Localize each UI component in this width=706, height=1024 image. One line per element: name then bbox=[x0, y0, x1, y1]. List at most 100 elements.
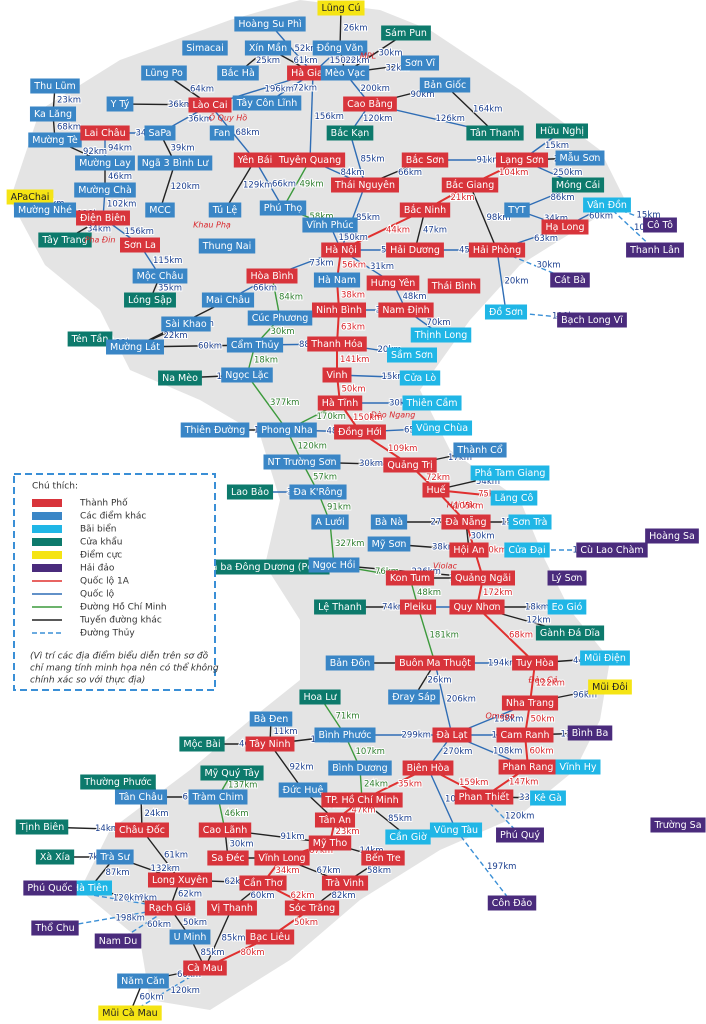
pass-label: Khau Phạ bbox=[193, 221, 231, 230]
distance-label: 132km bbox=[151, 864, 180, 874]
place-box bbox=[410, 327, 472, 343]
place: Tịnh Biên bbox=[15, 819, 69, 835]
place: Hoàng Sa bbox=[645, 528, 699, 544]
place: Thái Nguyên bbox=[331, 177, 399, 193]
place: Buôn Ma Thuột bbox=[395, 655, 475, 671]
legend-label: Cửa khẩu bbox=[80, 537, 123, 548]
place-box bbox=[247, 310, 313, 326]
distance-label: 120km bbox=[298, 442, 327, 452]
place-label: Quảng Trị bbox=[387, 460, 432, 471]
place-box bbox=[432, 727, 472, 743]
place: Lăng Cô bbox=[490, 490, 538, 506]
place-box bbox=[504, 202, 530, 218]
place: Thổ Chu bbox=[31, 920, 79, 936]
distance-label: 172km bbox=[483, 588, 512, 598]
place: Lào Cai bbox=[188, 97, 232, 113]
place-box bbox=[188, 789, 248, 805]
distance-label: 194km bbox=[488, 659, 517, 669]
place-box bbox=[302, 217, 358, 233]
distance-label: 22km bbox=[164, 331, 188, 341]
place: SaPa bbox=[144, 125, 176, 141]
place-box bbox=[583, 197, 631, 213]
place-box bbox=[427, 278, 481, 294]
place-label: Điện Biên bbox=[80, 213, 126, 224]
route bbox=[455, 829, 513, 904]
place-label: Bà Nà bbox=[375, 517, 403, 528]
place: Nam Định bbox=[378, 302, 434, 318]
place: Bà Đen bbox=[249, 711, 293, 727]
place-label: Mộc Bài bbox=[183, 739, 220, 750]
distance-label: 68km bbox=[236, 128, 260, 138]
legend-label: Thành Phố bbox=[79, 498, 128, 509]
place-box bbox=[38, 232, 92, 248]
place-label: Phong Nha bbox=[261, 425, 313, 436]
place-label: Châu Đốc bbox=[119, 825, 165, 836]
place-label: Đồng Hới bbox=[338, 427, 382, 438]
place: Sa Đéc bbox=[207, 850, 249, 866]
place: Cao Lãnh bbox=[198, 822, 252, 838]
place-box bbox=[311, 514, 349, 530]
pass-label: MPL bbox=[360, 52, 376, 61]
distance-label: 36km bbox=[168, 100, 192, 110]
place-box bbox=[449, 542, 489, 558]
distance-label: 120km bbox=[171, 986, 200, 996]
place-label: NT Trường Sơn bbox=[267, 457, 336, 468]
place-label: Lý Sơn bbox=[552, 573, 583, 584]
place: Tây Côn Lĩnh bbox=[232, 95, 302, 111]
place-label: Mai Châu bbox=[206, 295, 250, 306]
place-label: Bắc Ninh bbox=[404, 205, 446, 216]
distance-label: 23km bbox=[336, 827, 360, 837]
legend-swatch bbox=[32, 499, 62, 507]
place-label: Hải Phòng bbox=[473, 245, 521, 256]
place: Mộc Châu bbox=[132, 268, 188, 284]
place-label: Thiên Cầm bbox=[405, 398, 457, 409]
place: Bản Giốc bbox=[419, 77, 471, 93]
place-label: Bạc Liêu bbox=[250, 932, 290, 943]
distance-label: 102km bbox=[107, 200, 136, 210]
distance-label: 60km bbox=[530, 747, 554, 757]
place-box bbox=[80, 125, 130, 141]
place-box bbox=[402, 395, 462, 411]
place-box bbox=[321, 792, 403, 808]
place: Vũng Tàu bbox=[429, 822, 483, 838]
distance-label: 30km bbox=[537, 261, 561, 271]
place-label: Trường Sa bbox=[653, 820, 701, 831]
place-box bbox=[161, 316, 211, 332]
place-box bbox=[429, 822, 483, 838]
place-box bbox=[313, 272, 361, 288]
place-box bbox=[366, 275, 420, 291]
distance-label: 84km bbox=[341, 168, 365, 178]
distance-label: 39km bbox=[171, 144, 195, 154]
place-box bbox=[249, 711, 293, 727]
place-box bbox=[299, 689, 341, 705]
distance-label: 86km bbox=[551, 193, 575, 203]
place-box bbox=[245, 736, 295, 752]
place-label: Tân Thanh bbox=[469, 128, 519, 139]
place: Hà Tiên bbox=[67, 880, 113, 896]
place-box bbox=[278, 782, 328, 798]
place-label: Năm Căn bbox=[121, 976, 165, 987]
place: Điện Biên bbox=[76, 210, 130, 226]
place-label: Nam Định bbox=[382, 305, 429, 316]
place-label: SaPa bbox=[149, 128, 172, 139]
place-box bbox=[496, 727, 554, 743]
place-label: Hội An bbox=[453, 545, 484, 556]
route bbox=[427, 767, 457, 831]
place-box bbox=[541, 219, 589, 235]
place: Cô Tô bbox=[643, 217, 677, 233]
place: MCC bbox=[145, 202, 175, 218]
legend-label: Các điểm khác bbox=[80, 511, 146, 522]
place-box bbox=[74, 182, 136, 198]
place: Hữu Nghị bbox=[535, 123, 589, 139]
distance-label: 23km bbox=[57, 96, 81, 106]
place-box bbox=[182, 40, 228, 56]
distance-label: 156km bbox=[315, 112, 344, 122]
place: Lệ Thanh bbox=[314, 599, 366, 615]
place-label: Hưng Yên bbox=[371, 278, 416, 289]
place: Nam Du bbox=[94, 933, 142, 949]
place: Mường Lay bbox=[75, 155, 135, 171]
place-label: Mường Tè bbox=[32, 135, 78, 146]
distance-label: 141km bbox=[340, 355, 369, 365]
place-label: Lăng Cô bbox=[495, 493, 534, 504]
place: Tràm Chim bbox=[188, 789, 248, 805]
